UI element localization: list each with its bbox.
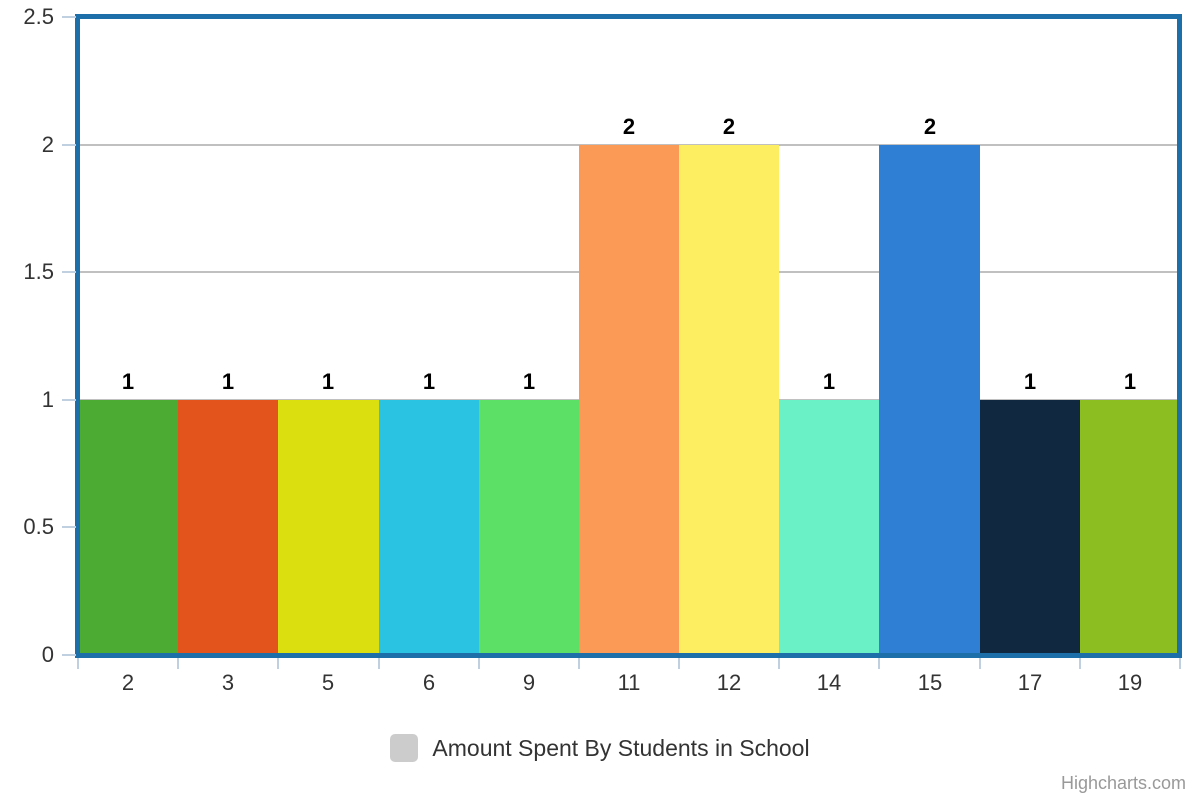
bar-data-label: 1 (221, 369, 235, 394)
bar-category-15[interactable] (879, 145, 980, 655)
bar-category-19[interactable] (1080, 400, 1180, 655)
bar-category-5[interactable] (278, 400, 379, 655)
y-axis-tick (62, 526, 76, 528)
x-axis-label: 6 (422, 670, 436, 695)
x-axis-tick (77, 658, 79, 669)
y-axis-label: 1.5 (23, 259, 54, 284)
bar-category-2[interactable] (78, 400, 178, 655)
x-axis-label: 15 (917, 670, 943, 695)
x-axis-tick (1079, 658, 1081, 669)
legend-marker-icon (390, 734, 419, 762)
x-axis-tick (979, 658, 981, 669)
bar-data-label: 1 (1123, 369, 1137, 394)
bar-category-11[interactable] (579, 145, 679, 655)
x-axis-label: 12 (716, 670, 742, 695)
bar-data-label: 1 (522, 369, 536, 394)
bar-category-6[interactable] (379, 400, 479, 655)
highcharts-credits-link[interactable]: Highcharts.com (1060, 773, 1186, 793)
y-axis-tick (62, 271, 76, 273)
y-axis-label: 2 (41, 132, 54, 157)
bar-data-label: 1 (422, 369, 436, 394)
bar-data-label: 1 (1023, 369, 1037, 394)
bar-data-label: 2 (923, 114, 937, 139)
y-axis-label: 1 (41, 387, 54, 412)
y-axis-label: 0 (41, 642, 54, 667)
x-axis-label: 11 (617, 670, 641, 695)
legend-item[interactable]: Amount Spent By Students in School (0, 729, 1200, 767)
y-gridline (78, 16, 1180, 18)
x-axis-tick (678, 658, 680, 669)
legend-label: Amount Spent By Students in School (432, 734, 810, 761)
x-axis-label: 3 (221, 670, 235, 695)
bar-data-label: 2 (722, 114, 736, 139)
x-axis-tick (277, 658, 279, 669)
bar-category-9[interactable] (479, 400, 579, 655)
bar-data-label: 1 (822, 369, 836, 394)
y-axis-tick (62, 399, 76, 401)
x-axis-tick (1179, 658, 1181, 669)
x-axis-label: 9 (522, 670, 536, 695)
x-axis-label: 14 (816, 670, 842, 695)
x-axis-tick (578, 658, 580, 669)
x-axis-label: 17 (1017, 670, 1043, 695)
bar-data-label: 1 (121, 369, 135, 394)
y-axis-label: 0.5 (23, 514, 54, 539)
y-axis-tick (62, 144, 76, 146)
x-axis-tick (778, 658, 780, 669)
bar-data-label: 2 (622, 114, 636, 139)
y-axis-label: 2.5 (23, 4, 54, 29)
y-axis-tick (62, 654, 76, 656)
bar-data-label: 1 (321, 369, 335, 394)
bar-category-12[interactable] (679, 145, 779, 655)
x-axis-tick (378, 658, 380, 669)
y-axis-tick (62, 16, 76, 18)
x-axis-tick (878, 658, 880, 669)
x-axis-tick (177, 658, 179, 669)
x-axis-label: 19 (1117, 670, 1143, 695)
bar-category-3[interactable] (178, 400, 278, 655)
x-axis-label: 2 (121, 670, 135, 695)
x-axis-label: 5 (321, 670, 335, 695)
bar-category-17[interactable] (980, 400, 1080, 655)
x-axis-tick (478, 658, 480, 669)
bar-category-14[interactable] (779, 400, 879, 655)
